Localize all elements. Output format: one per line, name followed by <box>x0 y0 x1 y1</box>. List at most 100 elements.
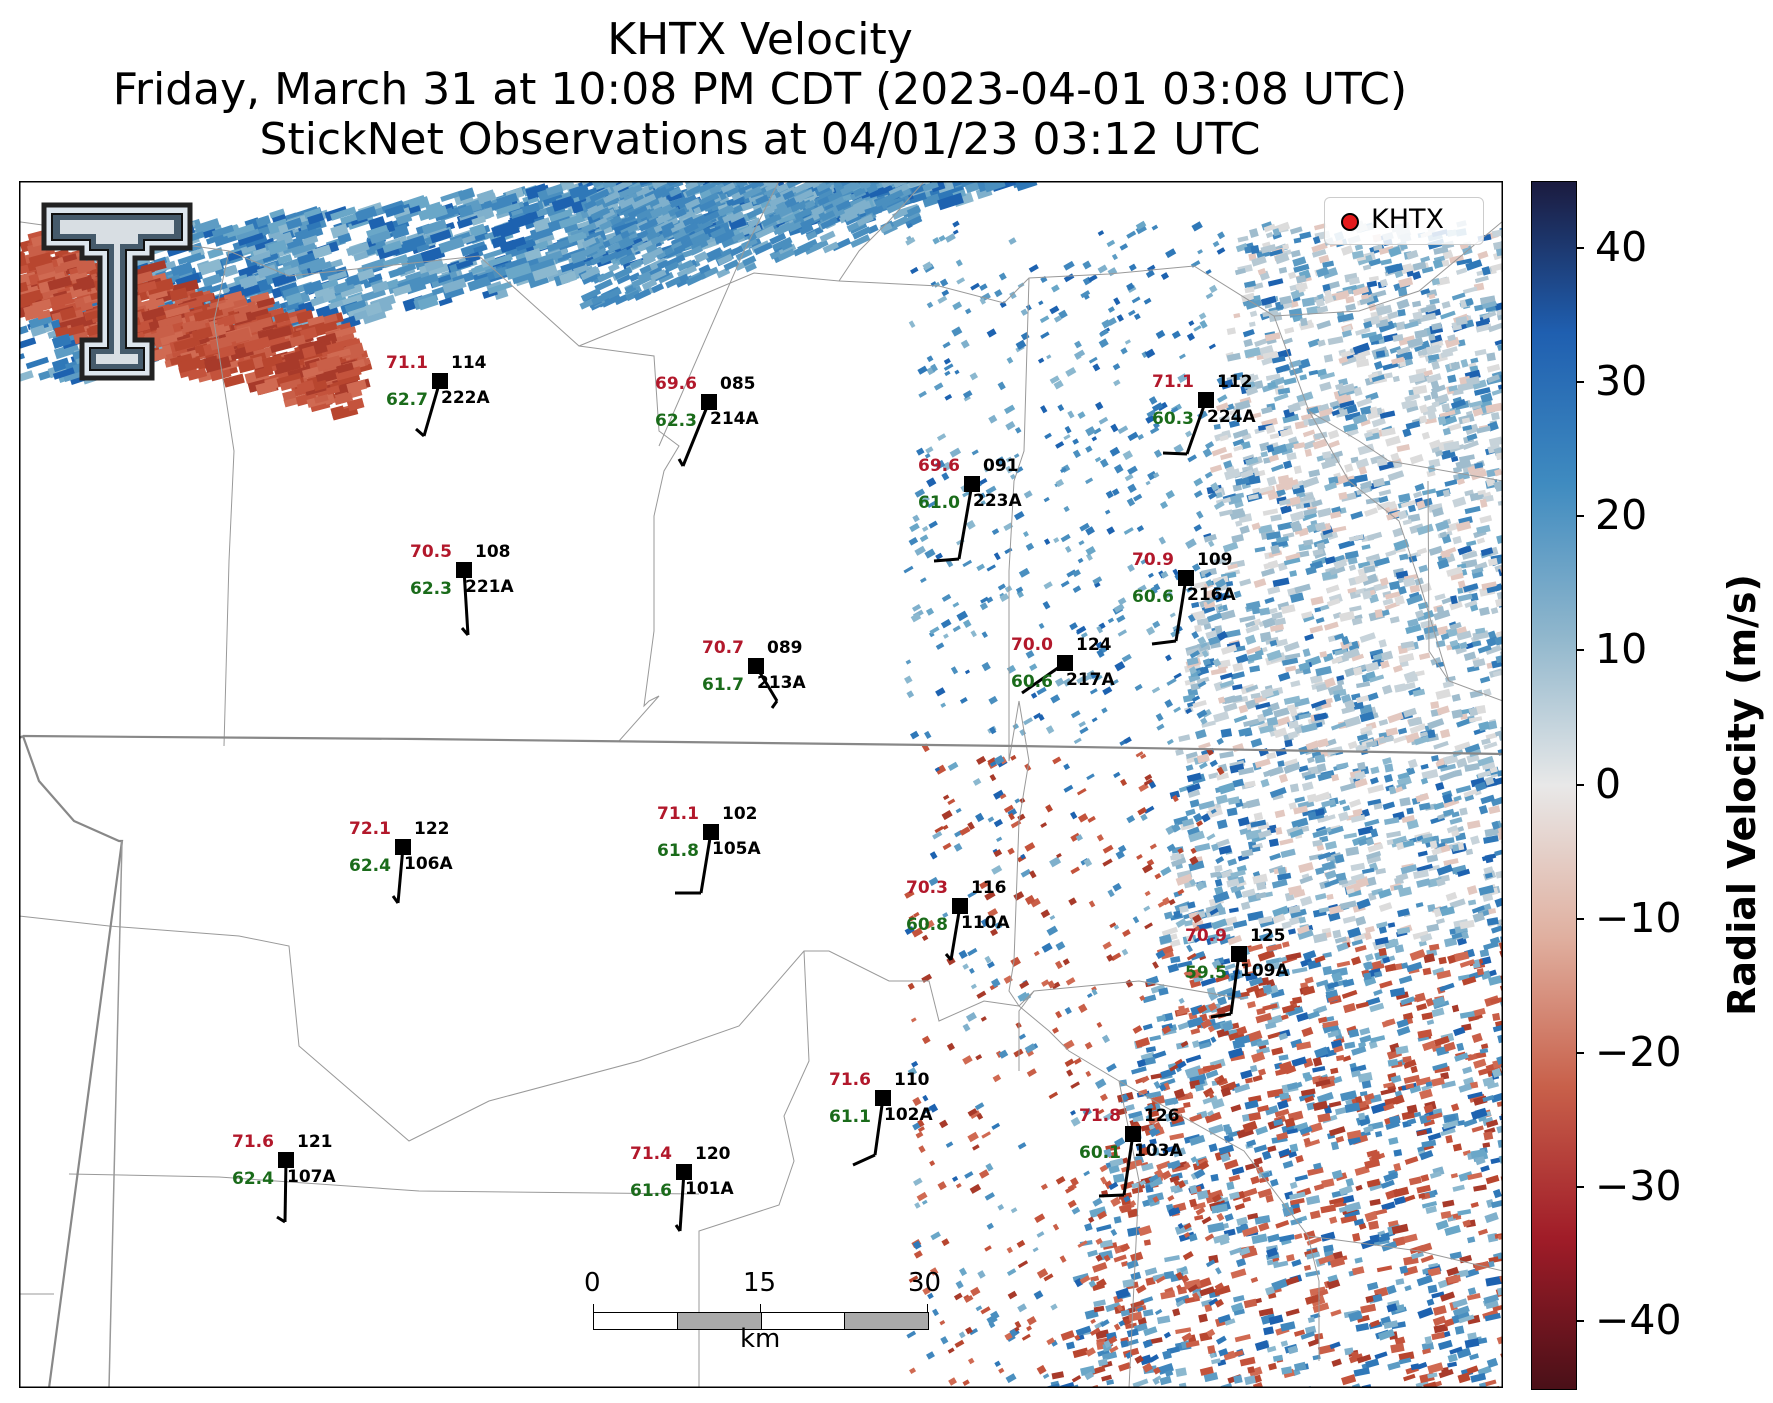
station-216A[interactable]: 70.9 109 60.6 216A <box>1132 550 1236 646</box>
station-marker <box>964 476 980 492</box>
station-marker <box>1231 946 1247 962</box>
station-dewpoint: 62.4 <box>232 1169 274 1189</box>
station-number: 102 <box>722 804 758 824</box>
station-id: 214A <box>710 409 759 429</box>
station-214A[interactable]: 69.6 085 62.3 214A <box>655 374 759 467</box>
colorbar-tick-mark <box>1576 1185 1584 1188</box>
wind-barb <box>677 458 685 467</box>
station-103A[interactable]: 71.8 126 60.1 103A <box>1079 1106 1183 1198</box>
colorbar-tick-label: 0 <box>1595 759 1622 808</box>
wind-barb <box>944 953 953 961</box>
colorbar-tick-mark <box>1576 917 1584 920</box>
station-217A[interactable]: 70.0 124 60.6 217A <box>1011 635 1115 695</box>
station-marker <box>1178 570 1194 586</box>
colorbar-tick-mark <box>1576 1319 1584 1322</box>
station-105A[interactable]: 71.1 102 61.8 105A <box>657 804 761 895</box>
wind-barb <box>873 1097 885 1156</box>
wind-barb <box>396 846 405 904</box>
colorbar-tick-label: −10 <box>1595 893 1682 942</box>
wind-barb <box>1229 953 1241 1015</box>
station-id: 109A <box>1240 961 1289 981</box>
colorbar-tick-mark <box>1576 1051 1584 1054</box>
station-temperature: 70.7 <box>702 638 744 658</box>
station-temperature: 70.0 <box>1011 635 1053 655</box>
station-101A[interactable]: 71.4 120 61.6 101A <box>630 1144 734 1232</box>
station-106A[interactable]: 72.1 122 62.4 106A <box>349 819 453 904</box>
wind-barb <box>1151 639 1177 646</box>
wind-barb <box>422 380 442 437</box>
colorbar-tick-mark <box>1576 783 1584 786</box>
station-temperature: 71.1 <box>657 804 699 824</box>
state-boundary-west <box>108 840 123 1388</box>
station-number: 116 <box>971 878 1007 898</box>
station-number: 089 <box>767 638 803 658</box>
station-dewpoint: 61.1 <box>829 1107 871 1127</box>
colorbar-tick-mark <box>1576 515 1584 518</box>
wind-barb <box>933 557 960 563</box>
station-id: 103A <box>1134 1141 1183 1161</box>
station-temperature: 70.9 <box>1132 550 1174 570</box>
station-102A[interactable]: 71.6 110 61.1 102A <box>829 1070 933 1167</box>
wind-barb <box>283 1159 288 1223</box>
station-dewpoint: 61.6 <box>630 1181 672 1201</box>
wind-barb <box>949 905 962 961</box>
station-marker <box>748 658 764 674</box>
station-number: 124 <box>1076 635 1112 655</box>
station-temperature: 70.9 <box>1185 926 1227 946</box>
station-221A[interactable]: 70.5 108 62.3 221A <box>410 542 514 636</box>
station-dewpoint: 60.1 <box>1079 1143 1121 1163</box>
station-number: 121 <box>297 1132 333 1152</box>
station-224A[interactable]: 71.1 112 60.3 224A <box>1152 372 1256 456</box>
wind-barb <box>1174 577 1188 642</box>
scale-unit: km <box>740 1324 781 1354</box>
station-dewpoint: 60.3 <box>1152 409 1194 429</box>
state-boundaries <box>19 734 1503 1388</box>
colorbar <box>1531 181 1577 1390</box>
station-marker <box>701 394 717 410</box>
scale-tick-0: 0 <box>584 1268 601 1298</box>
station-107A[interactable]: 71.6 121 62.4 107A <box>232 1132 336 1224</box>
wind-barb <box>699 831 713 894</box>
station-dewpoint: 62.4 <box>349 856 391 876</box>
station-dewpoint: 62.3 <box>410 579 452 599</box>
station-marker <box>456 562 472 578</box>
legend-box: KHTX <box>1324 197 1484 245</box>
station-marker <box>1125 1126 1141 1142</box>
station-213A[interactable]: 70.7 089 61.7 213A <box>702 638 806 709</box>
station-marker <box>395 839 411 855</box>
wind-barb <box>1122 1133 1135 1196</box>
title-line-2: Friday, March 31 at 10:08 PM CDT (2023-0… <box>112 64 1408 115</box>
station-id: 224A <box>1207 407 1256 427</box>
wind-barb <box>1162 451 1188 456</box>
colorbar-tick-label: 10 <box>1595 625 1648 674</box>
station-marker <box>278 1152 294 1168</box>
station-110A[interactable]: 70.3 116 60.8 110A <box>906 878 1010 961</box>
station-223A[interactable]: 69.6 091 61.0 223A <box>918 456 1022 563</box>
station-dewpoint: 62.3 <box>655 411 697 431</box>
map-frame <box>19 181 1503 1388</box>
wind-barb <box>852 1153 876 1167</box>
wind-barb <box>1098 1193 1125 1198</box>
wind-barb <box>391 895 400 904</box>
county-boundaries <box>19 181 1503 1388</box>
station-id: 101A <box>685 1179 734 1199</box>
station-id: 110A <box>961 913 1010 933</box>
colorbar-tick-mark <box>1576 381 1584 384</box>
station-temperature: 71.6 <box>232 1132 274 1152</box>
station-temperature: 70.5 <box>410 542 452 562</box>
khtx-marker-icon <box>1341 213 1359 231</box>
station-dewpoint: 60.6 <box>1011 672 1053 692</box>
scale-tick-15: 15 <box>743 1268 777 1298</box>
colorbar-tick-label: 30 <box>1595 357 1648 406</box>
station-109A[interactable]: 70.9 125 59.5 109A <box>1185 926 1289 1019</box>
colorbar-tick-label: −40 <box>1595 1295 1682 1344</box>
station-id: 106A <box>404 854 453 874</box>
radar-map[interactable]: 71.1 114 62.7 222A 69.6 085 62.3 214A 69.6 091 61.… <box>19 181 1503 1388</box>
colorbar-tick-label: 40 <box>1595 223 1648 272</box>
station-222A[interactable]: 71.1 114 62.7 222A <box>386 353 490 438</box>
station-marker <box>432 373 448 389</box>
radar-echoes <box>19 181 1503 1388</box>
station-number: 125 <box>1250 926 1286 946</box>
wind-barb <box>460 627 470 636</box>
station-number: 120 <box>695 1144 731 1164</box>
